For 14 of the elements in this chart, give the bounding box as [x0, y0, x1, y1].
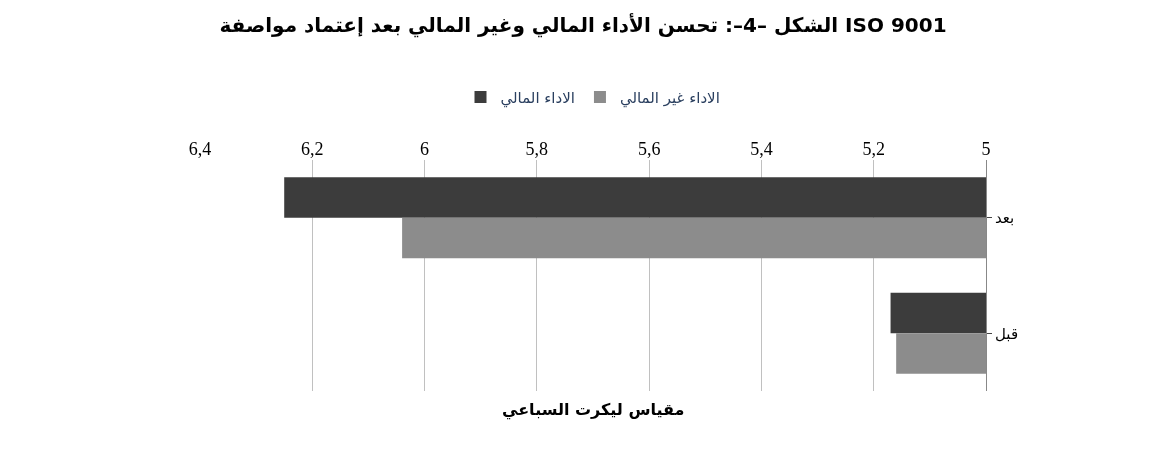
x-tick-label: 5,2 [862, 139, 885, 160]
x-axis-title: مقياس ليكرت السباعي [502, 400, 685, 420]
legend-label: الاداء غير المالي [619, 88, 720, 108]
y-tick-label: بعد [995, 209, 1015, 227]
x-tick-label: 5 [981, 139, 991, 160]
legend-label: الاداء المالي [500, 88, 575, 108]
y-tick-label: قبل [995, 324, 1019, 343]
chart-title: الشكل –4–: تحسن الأداء المالي وغير المالي بعد إعتماد مواصفة ISO 9001 [219, 12, 947, 39]
x-tick-label: 6,2 [301, 139, 324, 160]
x-tick-label: 5,6 [637, 139, 661, 160]
x-tick-label: 5,4 [750, 139, 773, 160]
x-tick-label: 6,4 [188, 139, 212, 160]
x-tick-label: 6 [420, 139, 430, 160]
x-tick-label: 5,8 [525, 139, 549, 160]
